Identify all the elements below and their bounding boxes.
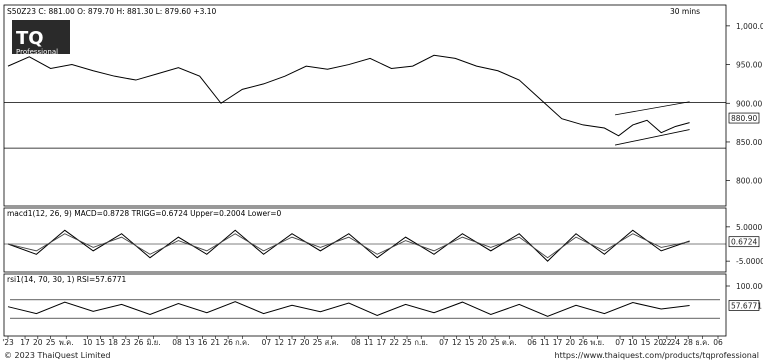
x-tick-label: 08 <box>351 338 361 347</box>
x-tick-label: 10 <box>83 338 93 347</box>
x-tick-label: 10 <box>628 338 638 347</box>
x-tick-label: 17 <box>287 338 297 347</box>
last-value-tag <box>728 112 760 124</box>
last-value-label: 57.6771 <box>731 301 762 310</box>
logo-brand: TQ <box>16 28 44 49</box>
macd-series-trigg <box>7 233 690 259</box>
x-tick-label: 20 <box>566 338 576 347</box>
price-panel-frame <box>3 4 727 207</box>
x-tick-label: 15 <box>641 338 651 347</box>
x-tick-label: 16 <box>198 338 208 347</box>
y-tick-label: 850.00 <box>736 138 762 147</box>
footer-url: https://www.thaiquest.com/products/tqpro… <box>555 351 759 360</box>
last-value-label: 0.6724 <box>731 238 757 247</box>
x-tick-label: 26 <box>223 338 233 347</box>
x-tick-label: 11 <box>364 338 374 347</box>
macd-series-macd <box>7 229 690 262</box>
x-tick-label: 21 <box>211 338 221 347</box>
last-value-tag <box>728 300 760 311</box>
x-tick-label: 24 <box>671 338 681 347</box>
x-tick-label: ต.ค. <box>502 338 517 347</box>
x-tick-label: พ.ค. <box>59 338 74 347</box>
footer-copyright: © 2023 ThaiQuest Limited <box>4 351 111 360</box>
x-tick-label: 26 <box>578 338 588 347</box>
x-tick-label: 26 <box>134 338 144 347</box>
logo-sub: Professional <box>16 48 58 56</box>
x-tick-label: 18 <box>108 338 118 347</box>
rsi-layer: 100.0000 57.6771 <box>7 282 763 319</box>
price-panel-title: S50Z23 C: 881.00 O: 879.70 H: 881.30 L: … <box>7 7 217 16</box>
x-axis: '23 17 20 25 พ.ค. 10 15 18 23 26 มิ.ย. 08 13 16 21 26 ก.… <box>2 336 723 347</box>
channel-lower-line <box>614 129 690 146</box>
y-tick-label: 900.00 <box>736 99 762 108</box>
x-tick-label: 25 <box>313 338 323 347</box>
rsi-panel-title: rsi1(14, 70, 30, 1) RSI=57.6771 <box>7 275 126 284</box>
y-tick-label: 100.0000 <box>736 282 763 291</box>
x-tick-label: 20 <box>300 338 310 347</box>
x-tick-label: 06 <box>527 338 537 347</box>
price-series-0 <box>7 54 690 137</box>
macd-layer: 5.0000 -5.0000 0.6724 <box>4 223 763 266</box>
x-tick-label: 07 <box>262 338 272 347</box>
x-tick-label: 25 <box>490 338 500 347</box>
x-tick-label: 08 <box>172 338 182 347</box>
channel-upper-line <box>614 101 690 116</box>
x-tick-label: 11 <box>540 338 550 347</box>
x-tick-label: 23 <box>121 338 131 347</box>
y-tick-label: -5.0000 <box>736 257 763 266</box>
x-tick-label: 17 <box>20 338 30 347</box>
rsi-series-rsi <box>7 301 690 317</box>
x-tick-label: 28 <box>683 338 693 347</box>
x-tick-label: ส.ค. <box>325 338 339 347</box>
y-tick-label: 1,000.00 <box>736 22 763 31</box>
x-tick-label: 15 <box>465 338 475 347</box>
x-tick-label: ก.ย. <box>414 338 428 347</box>
x-tick-label: 13 <box>185 338 195 347</box>
price-layer: 1,000.00 950.00 900.00 850.00 800.00 880.90 <box>4 22 763 186</box>
x-tick-label: ธ.ค. <box>695 338 709 347</box>
last-value-tag <box>728 236 760 248</box>
x-tick-label: 22 <box>662 338 672 347</box>
x-tick-label: 25 <box>46 338 56 347</box>
x-tick-label: 20 <box>478 338 488 347</box>
rsi-panel-frame <box>3 273 727 337</box>
x-tick-label: 15 <box>96 338 106 347</box>
x-tick-label: '23 <box>2 338 14 347</box>
x-tick-label: 06 <box>713 338 723 347</box>
macd-panel-title: macd1(12, 26, 9) MACD=0.8728 TRIGG=0.672… <box>7 209 281 218</box>
last-value-label: 880.90 <box>731 114 757 123</box>
timeframe-label: 30 mins <box>670 7 700 16</box>
x-tick-label: พ.ย. <box>590 338 604 347</box>
y-tick-label: 5.0000 <box>736 223 762 232</box>
x-tick-label: 25 <box>402 338 412 347</box>
x-tick-label: มิ.ย. <box>146 338 160 347</box>
y-tick-label: 950.00 <box>736 61 762 70</box>
x-tick-label: 17 <box>377 338 387 347</box>
x-tick-label: 17 <box>553 338 563 347</box>
x-tick-label: 20 <box>654 338 664 347</box>
x-tick-label: 12 <box>452 338 462 347</box>
x-tick-label: 07 <box>439 338 449 347</box>
x-tick-label: 20 <box>33 338 43 347</box>
macd-panel-frame <box>3 207 727 273</box>
y-tick-label: 800.00 <box>736 177 762 186</box>
x-tick-label: 07 <box>615 338 625 347</box>
x-tick-label: 22 <box>389 338 399 347</box>
tq-logo: TQ Professional <box>12 20 70 56</box>
x-tick-label: 12 <box>274 338 284 347</box>
x-tick-label: ก.ค. <box>235 338 249 347</box>
